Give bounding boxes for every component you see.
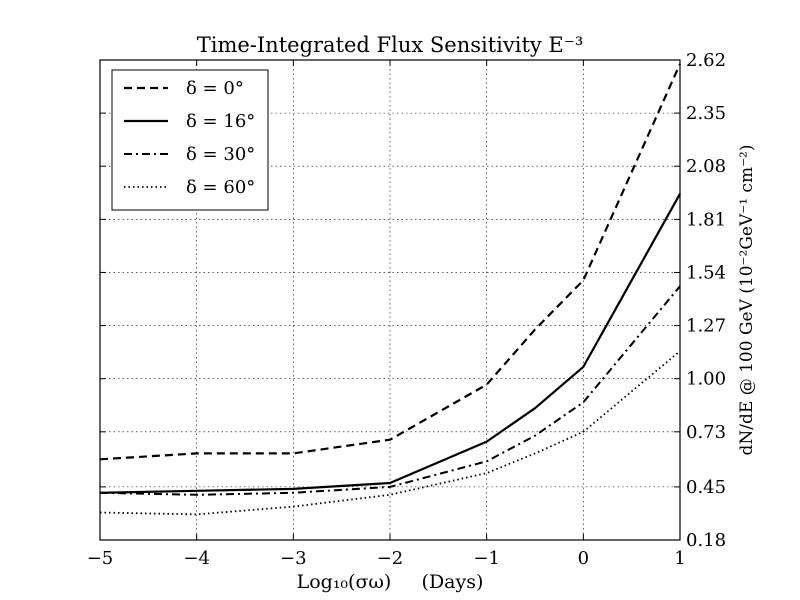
- y-tick-label: 2.35: [686, 103, 726, 124]
- legend-label-0: δ = 0°: [186, 78, 244, 99]
- y-tick-label: 1.27: [686, 316, 726, 337]
- x-tick-label: −2: [377, 548, 404, 569]
- y-tick-label: 2.62: [686, 50, 726, 71]
- y-tick-label: 0.18: [686, 530, 726, 551]
- y-tick-label: 1.54: [686, 262, 726, 283]
- chart-title: Time-Integrated Flux Sensitivity E⁻³: [197, 33, 584, 57]
- series-lines: [99, 63, 682, 516]
- x-tick-label: 1: [674, 548, 685, 569]
- y-axis-label: dN/dE @ 100 GeV (10⁻²GeV⁻¹ cm⁻²): [737, 145, 757, 456]
- y-tick-label: 0.45: [686, 477, 726, 498]
- x-tick-label: 0: [578, 548, 589, 569]
- legend-label-3: δ = 60°: [186, 177, 255, 198]
- y-tick-label: 0.73: [686, 422, 726, 443]
- y-tick-label: 1.00: [686, 369, 726, 390]
- series-line-3: [99, 350, 681, 516]
- series-line-0: [99, 63, 682, 461]
- legend: δ = 0° δ = 16° δ = 30° δ = 60°: [111, 69, 269, 211]
- y-tick-label: 1.81: [686, 209, 726, 230]
- x-axis-label: Log₁₀(σω) (Days): [297, 571, 484, 593]
- x-tick-label: −1: [473, 548, 500, 569]
- x-tick-label: −4: [183, 548, 210, 569]
- series-line-2: [99, 285, 681, 496]
- x-tick-label: −5: [87, 548, 114, 569]
- axis-ticks: −5 −4 −3 −2 −1 0 10.18 0.45 0.73 1.00 1.27 1.54 1.81…: [87, 50, 726, 569]
- x-tick-label: −3: [280, 548, 307, 569]
- y-tick-label: 2.08: [686, 156, 726, 177]
- legend-label-1: δ = 16°: [186, 111, 255, 132]
- series-line-1: [99, 193, 681, 494]
- legend-label-2: δ = 30°: [186, 144, 255, 165]
